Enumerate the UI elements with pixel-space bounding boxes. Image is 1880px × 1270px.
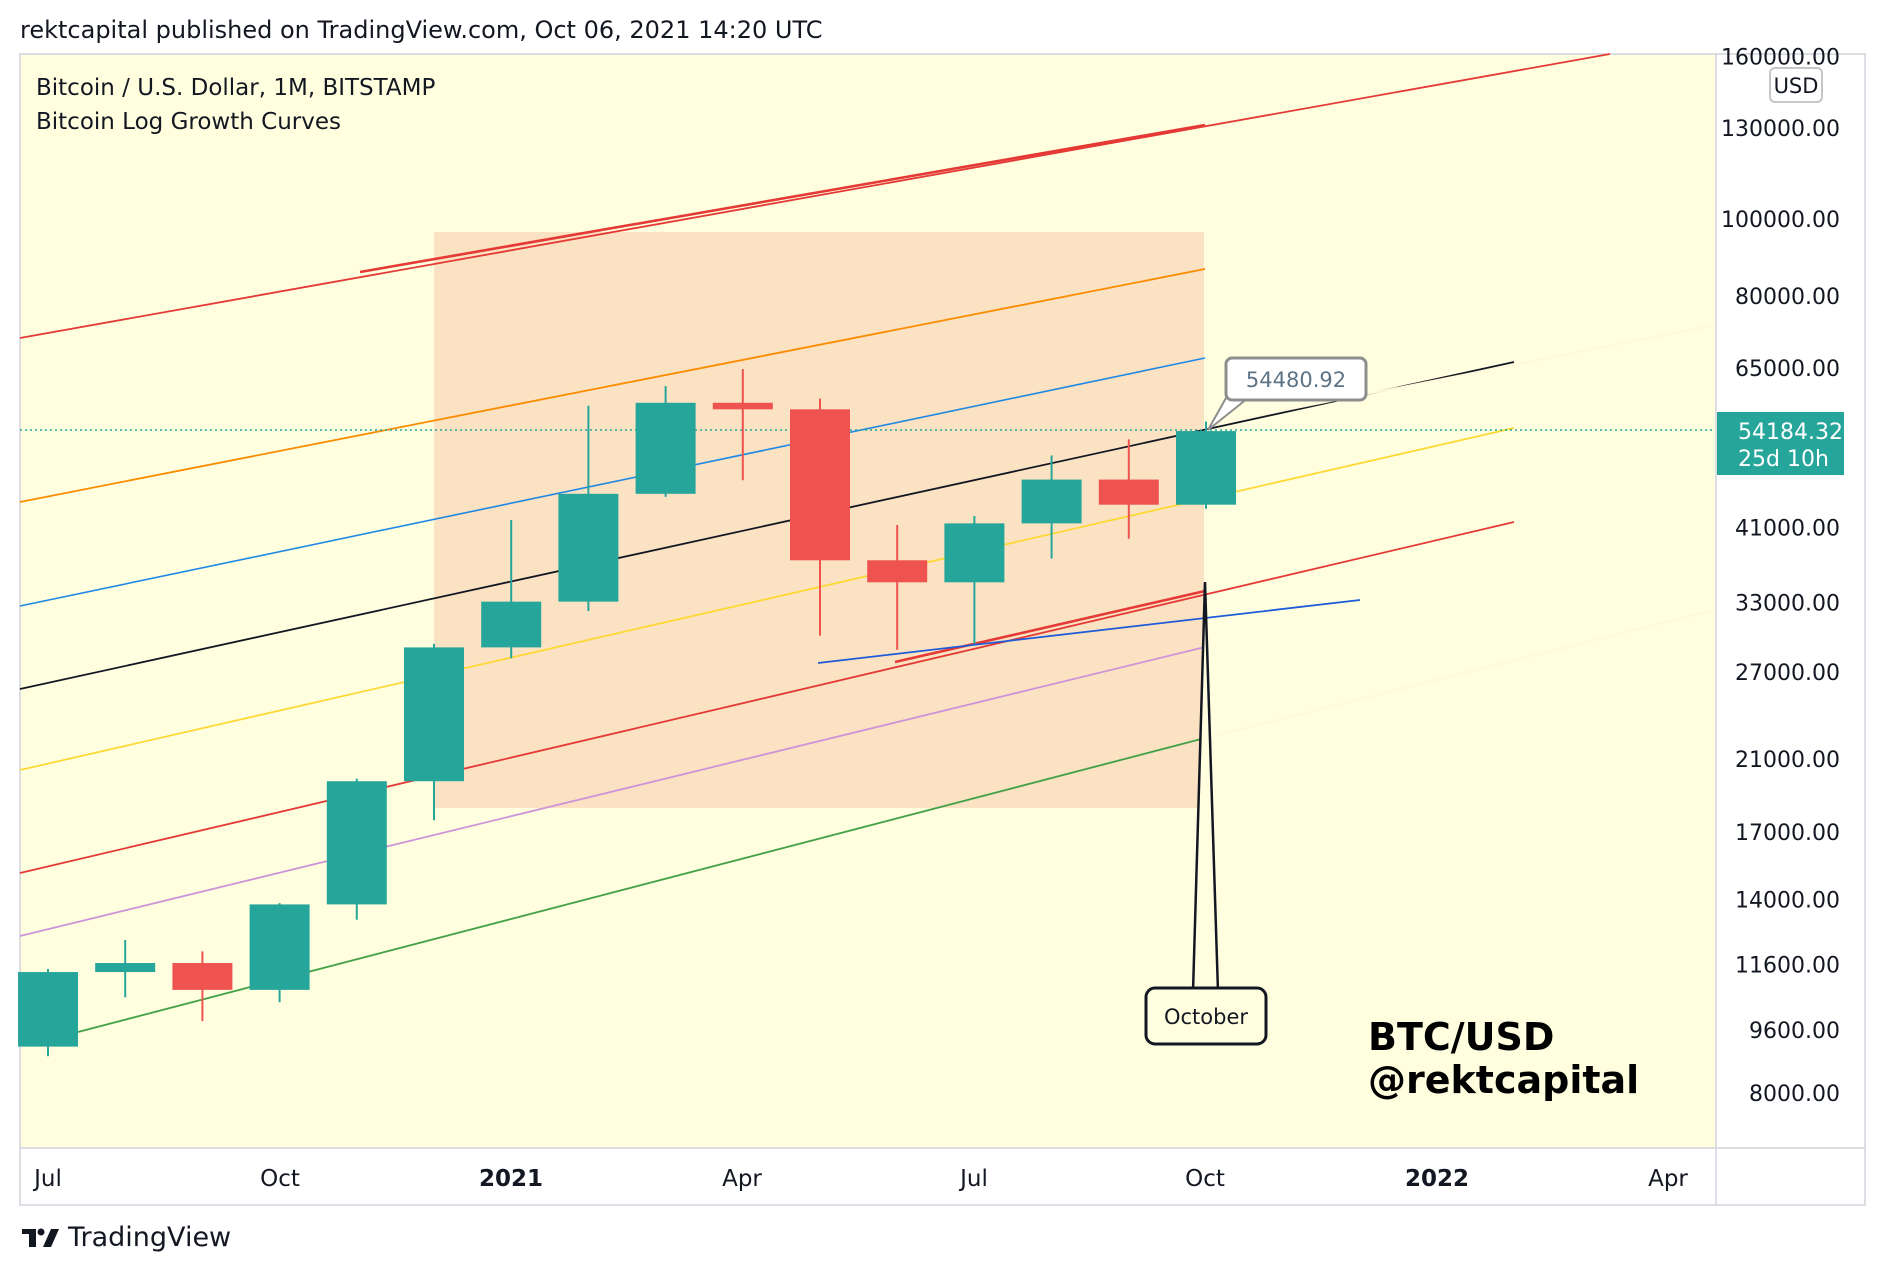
time-tick-label: Apr <box>722 1166 762 1192</box>
price-tick-label: 14000.00 <box>1735 888 1840 913</box>
candle-up <box>635 402 696 494</box>
candle-up <box>18 972 78 1047</box>
candle-up <box>558 493 619 602</box>
candle-down <box>712 402 773 410</box>
price-tick-label: 27000.00 <box>1735 661 1840 686</box>
price-tick-label: 160000.00 <box>1721 45 1840 70</box>
curve-black <box>19 361 1515 690</box>
candle-up <box>95 963 156 973</box>
candle-countdown: 25d 10h <box>1738 447 1829 472</box>
price-label-text: 54480.92 <box>1246 368 1346 392</box>
candle-up <box>326 781 387 905</box>
time-tick-label: Oct <box>1185 1166 1225 1192</box>
growth-curves <box>19 53 1716 1033</box>
candle-down <box>172 963 233 990</box>
time-tick-label: 2021 <box>479 1166 543 1192</box>
time-tick-label: Apr <box>1648 1166 1688 1192</box>
price-tick-label: 33000.00 <box>1735 592 1840 617</box>
candle-up <box>404 647 464 782</box>
currency-label: USD <box>1774 74 1819 98</box>
price-tick-label: 9600.00 <box>1749 1019 1840 1044</box>
tradingview-logo[interactable]: TradingView <box>22 1222 231 1253</box>
curve-red-mid <box>19 521 1515 874</box>
curve-red-mid-bold <box>894 589 1206 664</box>
current-price-badge <box>1717 412 1844 475</box>
candlestick-series <box>18 369 1236 1057</box>
price-tick-label: 65000.00 <box>1735 357 1840 382</box>
price-label-callout: 54480.92 <box>1207 356 1368 431</box>
curve-blue <box>19 357 1206 607</box>
october-box <box>1144 986 1268 1046</box>
october-label: October <box>1164 1005 1248 1029</box>
price-tick-label: 11600.00 <box>1735 954 1840 979</box>
price-tick-label: 80000.00 <box>1735 285 1840 310</box>
curve-faint-upper <box>1204 324 1716 427</box>
curve-red-high <box>359 123 1206 274</box>
candle-up <box>1021 479 1082 524</box>
candle-down <box>790 409 850 561</box>
october-callout: October <box>1144 581 1268 1046</box>
tradingview-logo-icon <box>22 1228 59 1247</box>
curve-pink <box>19 646 1206 937</box>
publish-header: rektcapital published on TradingView.com… <box>20 16 823 44</box>
price-tick-label: 8000.00 <box>1749 1082 1840 1107</box>
candle-up <box>249 904 310 990</box>
time-tick-label: 2022 <box>1405 1166 1469 1192</box>
current-price-value: 54184.32 <box>1738 420 1843 445</box>
price-scale: 160000.00 130000.00 100000.00 80000.00 65000… <box>1721 45 1840 1107</box>
time-tick-label: Jul <box>958 1166 988 1192</box>
price-tick-label: 100000.00 <box>1721 208 1840 233</box>
curve-orange <box>19 268 1206 503</box>
currency-box <box>1769 67 1823 103</box>
symbol-legend: Bitcoin / U.S. Dollar, 1M, BITSTAMP <box>36 75 436 101</box>
indicator-legend: Bitcoin Log Growth Curves <box>36 109 341 135</box>
price-tick-label: 21000.00 <box>1735 748 1840 773</box>
curve-top-red <box>19 53 1611 339</box>
curve-faint-lower <box>1204 609 1716 739</box>
time-scale: Jul Oct 2021 Apr Jul Oct 2022 Apr <box>32 1166 1688 1192</box>
time-tick-label: Jul <box>32 1166 62 1192</box>
candle-up <box>481 601 542 648</box>
tradingview-brand: TradingView <box>68 1222 232 1253</box>
price-label-box <box>1224 356 1368 402</box>
candle-down <box>867 560 928 583</box>
support-trendline <box>817 599 1361 664</box>
curve-yellow <box>19 427 1515 771</box>
candle-up <box>1176 431 1236 505</box>
candle-up <box>944 523 1005 583</box>
price-tick-label: 17000.00 <box>1735 821 1840 846</box>
candle-down <box>1098 479 1159 505</box>
price-tick-label: 41000.00 <box>1735 517 1840 542</box>
watermark-pair: BTC/USD <box>1368 1015 1554 1059</box>
pane-border <box>19 53 1866 1206</box>
price-tick-label: 130000.00 <box>1721 117 1840 142</box>
watermark-author: @rektcapital <box>1368 1058 1639 1102</box>
time-tick-label: Oct <box>260 1166 300 1192</box>
